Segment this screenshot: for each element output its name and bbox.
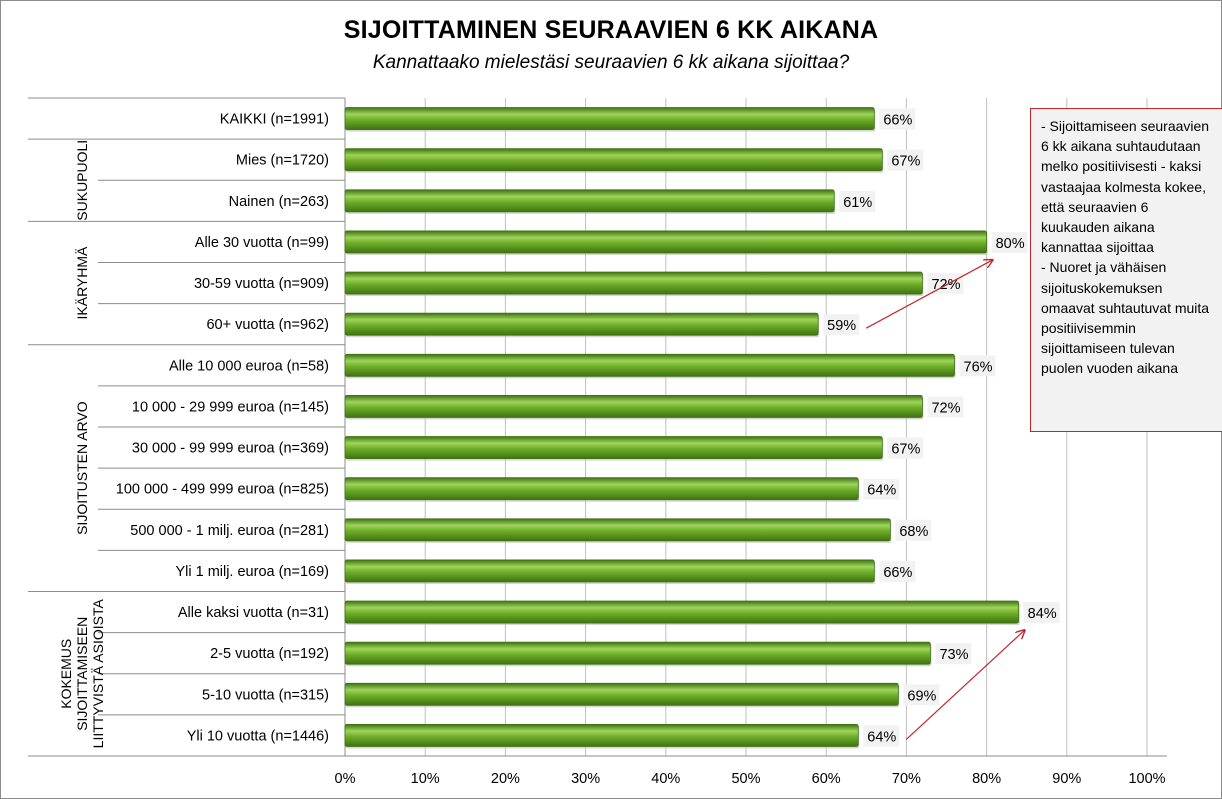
value-label: 73%: [939, 647, 968, 663]
value-label-bg: [839, 190, 876, 212]
value-label: 72%: [931, 400, 960, 416]
group-label: KOKEMUSSIJOITTAMISEENLIITTYVISTÄ ASIOIST…: [58, 599, 106, 749]
value-label: 80%: [996, 236, 1025, 252]
value-label: 69%: [907, 688, 936, 704]
value-label-bg: [895, 519, 932, 541]
category-label: 10 000 - 29 999 euroa (n=145): [132, 399, 329, 415]
value-label: 59%: [827, 318, 856, 334]
bar: [344, 477, 859, 501]
value-label: 67%: [891, 442, 920, 458]
category-label: 30 000 - 99 999 euroa (n=369): [132, 441, 329, 457]
bar: [344, 518, 891, 542]
bar: [344, 230, 987, 254]
bar: [344, 436, 883, 459]
value-label-bg: [887, 149, 924, 171]
x-tick-label: 10%: [411, 771, 440, 787]
bar: [344, 312, 819, 336]
group-labels: SUKUPUOLI IKÄRYHMÄ SIJOITUSTEN ARVO KOKEMUS…: [58, 140, 106, 749]
group-label: SIJOITUSTEN ARVO: [74, 401, 90, 535]
chart-subtitle: Kannattaako mielestäsi seuraavien 6 kk a…: [372, 52, 850, 73]
value-label-bg: [991, 231, 1028, 253]
annotation-note: - Sijoittamiseen seuraavien 6 kk aikana …: [1030, 108, 1222, 432]
x-tick-label: 90%: [1052, 771, 1081, 787]
value-label: 84%: [1028, 606, 1057, 622]
value-label-bg: [823, 314, 860, 336]
bar: [344, 271, 923, 295]
group-label-line: SUKUPUOLI: [74, 140, 90, 221]
category-labels: KAIKKI (n=1991) Mies (n=1720) Nainen (n=26…: [116, 112, 329, 745]
annotation-arrow: [865, 260, 992, 329]
group-label-line: LIITTYVISTÄ ASIOISTA: [90, 599, 106, 749]
category-label: 5-10 vuotta (n=315): [202, 687, 329, 703]
x-tick-label: 0%: [335, 771, 356, 787]
x-tick-label: 40%: [651, 771, 680, 787]
x-tick-label: 20%: [491, 771, 520, 787]
bar: [344, 189, 835, 213]
value-label-bg: [879, 108, 916, 130]
category-label: 100 000 - 499 999 euroa (n=825): [116, 482, 329, 498]
value-label-bg: [959, 355, 996, 377]
bar: [344, 148, 883, 172]
x-axis-ticks: 0% 10% 20% 30% 40% 50% 60% 70% 80% 90% 100%: [335, 771, 1166, 787]
category-label: Alle kaksi vuotta (n=31): [178, 605, 329, 621]
value-label-bg: [935, 643, 972, 665]
category-label: Yli 1 milj. euroa (n=169): [175, 564, 329, 580]
group-label-line: KOKEMUS: [58, 639, 74, 709]
x-tick-label: 60%: [812, 771, 841, 787]
annotation-arrow: [905, 630, 1024, 740]
x-tick-label: 50%: [731, 771, 760, 787]
value-label-bg: [927, 396, 964, 418]
bar: [344, 724, 859, 747]
bar: [344, 353, 955, 377]
annotation-arrows: [865, 260, 1025, 740]
x-tick-label: 70%: [892, 771, 921, 787]
value-label-bg: [1023, 602, 1060, 624]
bar: [344, 107, 875, 130]
value-label: 64%: [867, 729, 896, 745]
bar: [344, 395, 923, 418]
value-label-bg: [887, 437, 924, 459]
category-label: 2-5 vuotta (n=192): [210, 646, 329, 662]
category-label: KAIKKI (n=1991): [220, 112, 329, 128]
bars: [344, 107, 1020, 749]
group-label-line: SIJOITTAMISEEN: [74, 617, 90, 731]
group-label-line: SIJOITUSTEN ARVO: [74, 401, 90, 535]
bar: [344, 600, 1020, 624]
value-label: 76%: [964, 359, 993, 375]
value-label-bg: [879, 560, 916, 582]
category-label: Yli 10 vuotta (n=1446): [187, 728, 329, 744]
bar: [344, 559, 875, 583]
value-label: 67%: [891, 154, 920, 170]
x-tick-label: 80%: [972, 771, 1001, 787]
category-label: Alle 30 vuotta (n=99): [195, 235, 329, 251]
x-tick-label: 100%: [1128, 771, 1165, 787]
bar: [344, 682, 899, 706]
value-label: 68%: [899, 524, 928, 540]
value-label: 61%: [843, 195, 872, 211]
category-label: 60+ vuotta (n=962): [206, 317, 329, 333]
category-label: Alle 10 000 euroa (n=58): [169, 358, 329, 374]
chart-title: SIJOITTAMINEN SEURAAVIEN 6 KK AIKANA: [343, 16, 879, 44]
value-label-bg: [863, 478, 900, 500]
value-label: 66%: [883, 113, 912, 129]
bar: [344, 641, 931, 665]
value-label: 66%: [883, 565, 912, 581]
group-label: SUKUPUOLI: [74, 140, 90, 221]
category-label: 30-59 vuotta (n=909): [194, 276, 329, 292]
value-label-bg: [863, 725, 900, 747]
group-label: IKÄRYHMÄ: [74, 246, 90, 320]
category-label: Nainen (n=263): [229, 194, 329, 210]
category-label: Mies (n=1720): [236, 153, 329, 169]
x-tick-label: 30%: [571, 771, 600, 787]
value-label-bg: [927, 273, 964, 295]
value-label: 64%: [867, 483, 896, 499]
group-label-line: IKÄRYHMÄ: [74, 246, 90, 320]
category-label: 500 000 - 1 milj. euroa (n=281): [130, 523, 329, 539]
value-label-bg: [903, 684, 940, 706]
value-labels: 66%67%61%80%72%59%76%72%67%64%68%66%84%7…: [823, 108, 1060, 747]
